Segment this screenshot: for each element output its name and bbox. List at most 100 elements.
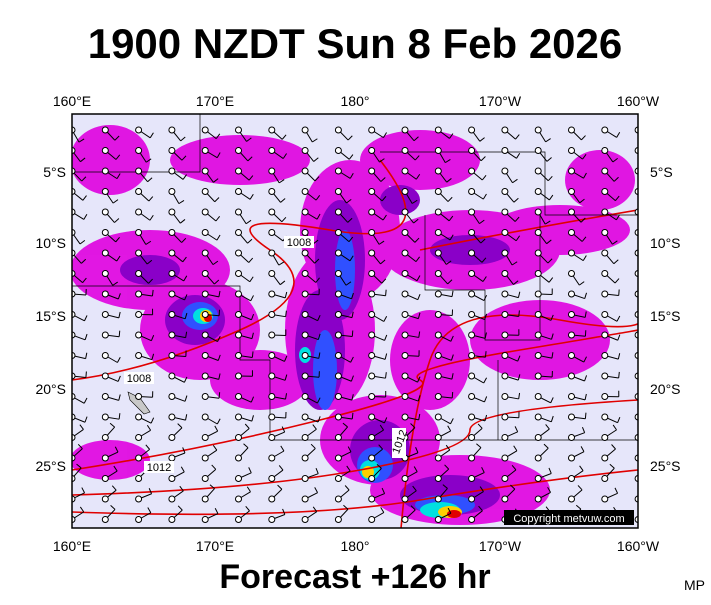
barb-station [369, 312, 375, 318]
barb-station [202, 189, 208, 195]
map-area [69, 114, 653, 540]
barb-station [136, 332, 142, 338]
barb-station [569, 496, 575, 502]
barb-staff [638, 274, 645, 286]
barb-station [502, 435, 508, 441]
barb-station [502, 353, 508, 359]
barb-station [102, 394, 108, 400]
barb-staff [638, 427, 648, 437]
barb-station [502, 455, 508, 461]
barb-station [136, 189, 142, 195]
barb-feather [646, 200, 651, 203]
barb-station [202, 209, 208, 215]
barb-station [202, 127, 208, 133]
barb-station [202, 394, 208, 400]
barb-station [402, 394, 408, 400]
barb-station [202, 312, 208, 318]
barb-station [535, 414, 541, 420]
barb-station [335, 332, 341, 338]
barb-station [535, 373, 541, 379]
barb-station [169, 148, 175, 154]
barb-station [136, 353, 142, 359]
barb-station [335, 209, 341, 215]
barb-station [136, 230, 142, 236]
barb-station [269, 168, 275, 174]
barb-station [269, 435, 275, 441]
lat-label-right: 10°S [650, 235, 681, 251]
barb-station [469, 496, 475, 502]
barb-station [102, 353, 108, 359]
barb-station [102, 517, 108, 523]
lat-label-left: 10°S [35, 235, 66, 251]
barb-station [469, 476, 475, 482]
barb-station [169, 168, 175, 174]
barb-station [335, 127, 341, 133]
barb-station [535, 332, 541, 338]
barb-staff [638, 151, 648, 160]
barb-station [402, 414, 408, 420]
barb-station [202, 496, 208, 502]
barb-station [535, 476, 541, 482]
barb-station [202, 332, 208, 338]
barb-station [435, 189, 441, 195]
barb-station [136, 496, 142, 502]
barb-station [335, 496, 341, 502]
barb-station [335, 353, 341, 359]
barb-station [602, 435, 608, 441]
barb-station [269, 250, 275, 256]
barb-station [102, 271, 108, 277]
barb-station [369, 455, 375, 461]
barb-station [335, 476, 341, 482]
isobar-label: 1008 [127, 373, 151, 385]
barb-station [469, 455, 475, 461]
lat-label-left: 5°S [43, 164, 66, 180]
barb-staff [638, 376, 651, 382]
barb-staff [638, 294, 651, 299]
barb-staff [638, 397, 651, 401]
lon-label-bottom: 170°W [479, 538, 522, 554]
barb-station [435, 291, 441, 297]
barb-station [602, 271, 608, 277]
barb-station [102, 230, 108, 236]
barb-station [169, 517, 175, 523]
barb-station [369, 230, 375, 236]
barb-station [169, 435, 175, 441]
barb-station [369, 168, 375, 174]
barb-station [102, 455, 108, 461]
barb-station [236, 291, 242, 297]
barb-station [435, 496, 441, 502]
barb-station [169, 209, 175, 215]
barb-station [502, 476, 508, 482]
barb-station [136, 476, 142, 482]
barb-station [335, 312, 341, 318]
copyright: Copyright metvuw.com [513, 513, 624, 525]
barb-station [602, 414, 608, 420]
lon-label-bottom: 160°W [617, 538, 660, 554]
barb-feather [644, 506, 648, 510]
barb-station [569, 455, 575, 461]
barb-station [236, 230, 242, 236]
barb-station [136, 148, 142, 154]
barb-station [169, 230, 175, 236]
barb-station [269, 373, 275, 379]
barb-station [302, 127, 308, 133]
title: 1900 NZDT Sun 8 Feb 2026 [88, 20, 623, 67]
barb-station [169, 127, 175, 133]
barb-station [202, 517, 208, 523]
barb-station [435, 271, 441, 277]
barb-station [236, 373, 242, 379]
barb-station [502, 230, 508, 236]
barb-feather [651, 294, 653, 300]
barb-station [469, 291, 475, 297]
barb-station [569, 250, 575, 256]
barb-station [435, 394, 441, 400]
barb-staff [638, 472, 650, 479]
barb-station [435, 373, 441, 379]
barb-feather [585, 413, 586, 419]
lat-label-left: 25°S [35, 458, 66, 474]
barb-station [369, 394, 375, 400]
barb-feather [649, 155, 653, 160]
barb-station [302, 353, 308, 359]
barb-station [502, 250, 508, 256]
lon-label-top: 170°W [479, 93, 522, 109]
